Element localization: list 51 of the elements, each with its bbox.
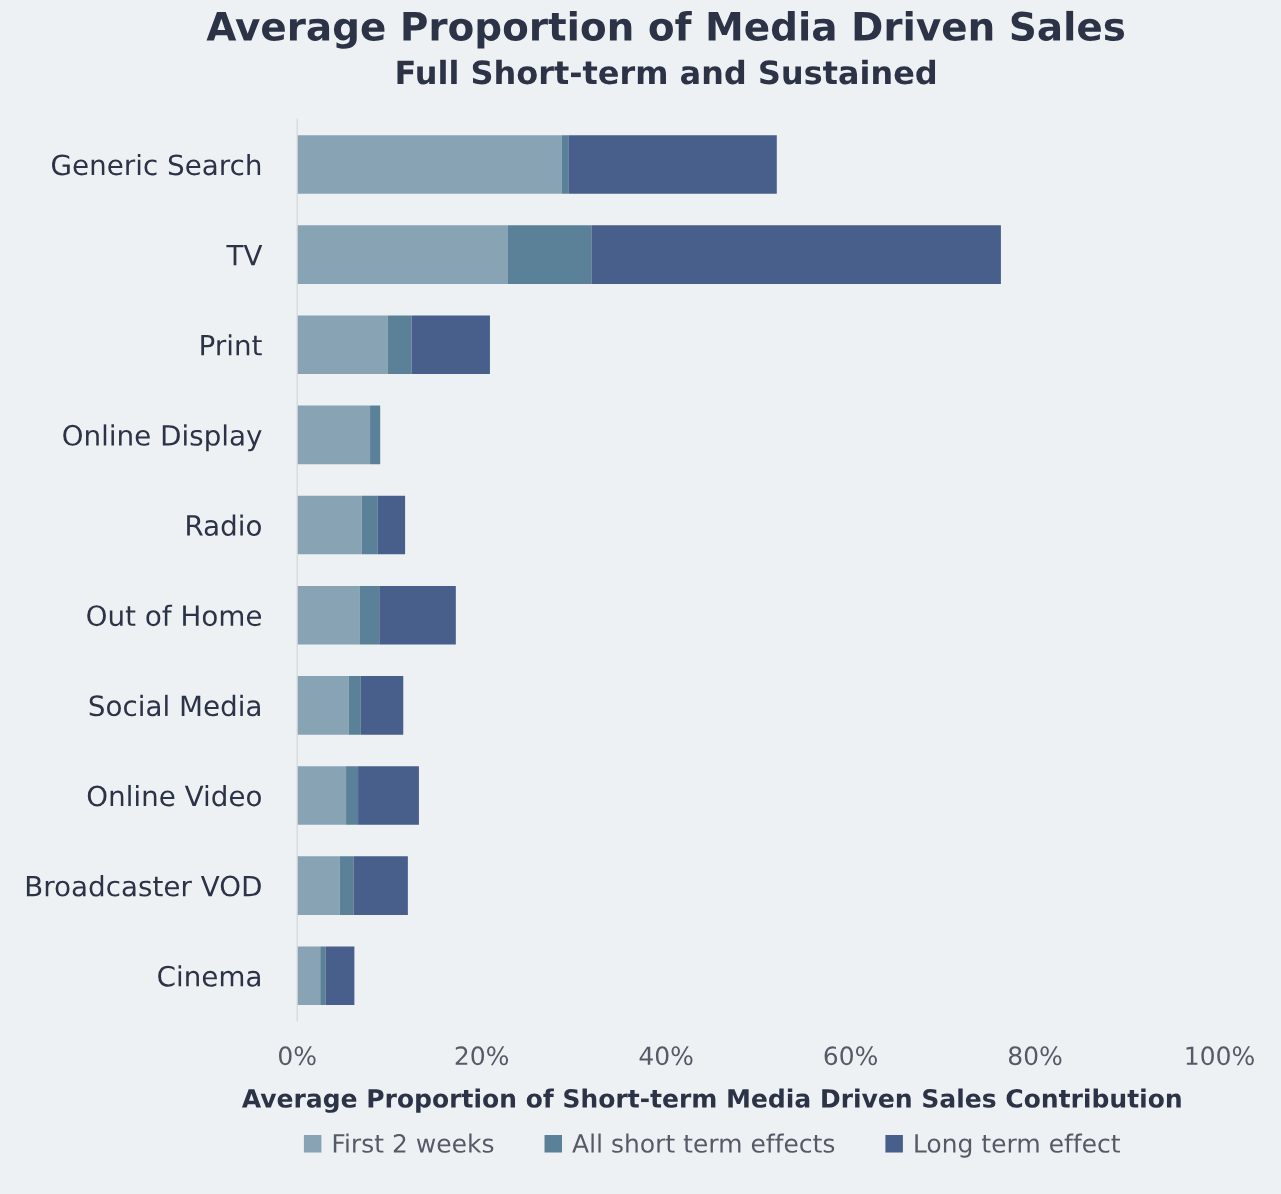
y-tick-label: Online Display xyxy=(63,424,262,452)
bar xyxy=(339,856,354,915)
chart-title: Average Proportion of Media Driven Sales xyxy=(206,10,1125,49)
bar xyxy=(346,766,359,825)
bar xyxy=(348,676,361,735)
x-tick-label: 60% xyxy=(824,1046,877,1066)
chart-subtitle: Full Short-term and Sustained xyxy=(397,59,936,85)
y-tick-label: Online Video xyxy=(87,784,261,807)
x-tick-label: 20% xyxy=(455,1046,509,1066)
bar xyxy=(360,676,404,735)
legend-label: First 2 weeks xyxy=(333,1133,494,1153)
bar xyxy=(297,585,360,645)
bar xyxy=(379,585,456,645)
bar xyxy=(297,766,347,825)
x-tick-label: 40% xyxy=(639,1046,693,1066)
y-tick-label: Social Media xyxy=(89,694,260,717)
bar xyxy=(297,135,562,194)
bar xyxy=(377,495,406,555)
bar xyxy=(361,495,378,555)
y-tick-label: Broadcaster VOD xyxy=(26,875,261,897)
legend-label: All short term effects xyxy=(572,1133,835,1153)
bar xyxy=(297,225,508,284)
bar xyxy=(297,676,349,735)
bar xyxy=(297,315,388,375)
bar xyxy=(325,946,355,1006)
bar xyxy=(358,766,419,825)
bar xyxy=(561,135,569,194)
bar xyxy=(568,135,777,194)
y-tick-label: TV xyxy=(226,244,263,266)
y-tick-label: Out of Home xyxy=(87,604,261,627)
bar xyxy=(370,405,381,465)
x-axis-title: Average Proportion of Short-term Media Driven Sales Contribution xyxy=(241,1088,1181,1113)
x-tick-label: 80% xyxy=(1008,1046,1062,1066)
y-tick-label: Cinema xyxy=(158,965,260,987)
y-tick-label: Radio xyxy=(187,514,261,537)
x-tick-label: 100% xyxy=(1186,1046,1254,1066)
y-tick-label: Generic Search xyxy=(52,153,261,176)
bar xyxy=(507,225,592,284)
bar xyxy=(387,315,412,375)
x-tick-label: 0% xyxy=(279,1046,316,1066)
bar xyxy=(297,856,340,915)
bar xyxy=(353,856,408,915)
bar xyxy=(411,315,490,375)
bar xyxy=(591,225,1001,284)
bar xyxy=(297,405,371,465)
bar xyxy=(359,585,380,645)
y-tick-label: Print xyxy=(201,334,262,356)
bar xyxy=(297,495,362,555)
bar xyxy=(320,946,326,1006)
legend-label: Long term effect xyxy=(915,1133,1120,1158)
bar xyxy=(297,946,321,1006)
